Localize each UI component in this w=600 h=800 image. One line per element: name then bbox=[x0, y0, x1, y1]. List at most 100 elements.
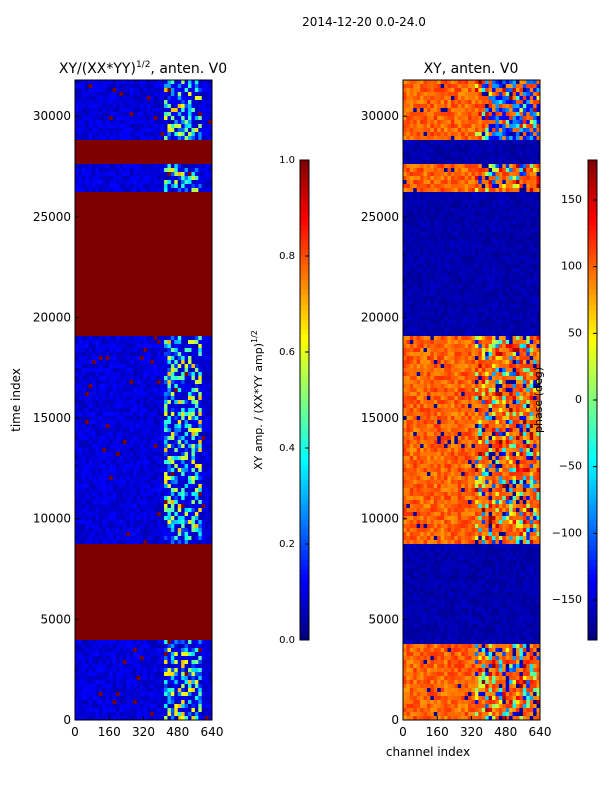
heatmap-cell bbox=[78, 468, 83, 473]
heatmap-cell bbox=[146, 424, 151, 429]
heatmap-cell bbox=[201, 188, 206, 193]
heatmap-cell bbox=[181, 172, 185, 177]
heatmap-cell bbox=[109, 92, 114, 97]
heatmap-cell bbox=[75, 484, 79, 489]
heatmap-cell bbox=[129, 464, 134, 469]
heatmap-cell bbox=[140, 468, 144, 473]
heatmap-cell bbox=[98, 188, 103, 193]
heatmap-cell bbox=[122, 448, 127, 453]
heatmap-cell bbox=[205, 240, 209, 245]
heatmap-cell bbox=[167, 468, 172, 473]
heatmap-cell bbox=[184, 192, 189, 197]
heatmap-cell bbox=[85, 568, 90, 573]
heatmap-cell bbox=[164, 284, 168, 289]
heatmap-cell bbox=[191, 264, 196, 269]
heatmap-cell bbox=[150, 476, 155, 481]
heatmap-cell bbox=[98, 152, 103, 157]
heatmap-cell bbox=[109, 284, 114, 289]
heatmap-cell bbox=[157, 268, 162, 273]
heatmap-cell bbox=[136, 572, 141, 577]
heatmap-cell bbox=[188, 196, 192, 201]
heatmap-cell bbox=[194, 552, 199, 557]
heatmap-cell bbox=[157, 536, 162, 541]
heatmap-cell bbox=[153, 504, 158, 509]
heatmap-cell bbox=[126, 472, 131, 477]
heatmap-cell bbox=[116, 128, 120, 133]
heatmap-cell bbox=[133, 316, 138, 321]
heatmap-cell bbox=[75, 440, 79, 445]
heatmap-cell bbox=[181, 488, 185, 493]
heatmap-cell bbox=[95, 428, 100, 433]
heatmap-cell bbox=[140, 380, 144, 385]
heatmap-cell bbox=[174, 232, 179, 237]
heatmap-cell bbox=[143, 476, 148, 481]
heatmap-cell bbox=[160, 544, 165, 549]
heatmap-cell bbox=[194, 256, 199, 261]
heatmap-cell bbox=[133, 408, 138, 413]
heatmap-cell bbox=[143, 568, 148, 573]
heatmap-cell bbox=[78, 400, 83, 405]
heatmap-cell bbox=[136, 348, 141, 353]
heatmap-cell bbox=[126, 532, 131, 537]
heatmap-cell bbox=[102, 356, 107, 361]
heatmap-cell bbox=[177, 240, 182, 245]
heatmap-cell bbox=[174, 116, 179, 121]
heatmap-cell bbox=[126, 356, 131, 361]
heatmap-cell bbox=[208, 384, 213, 389]
heatmap-cell bbox=[194, 472, 199, 477]
heatmap-cell bbox=[85, 228, 90, 233]
heatmap-cell bbox=[92, 92, 96, 97]
heatmap-cell bbox=[78, 168, 83, 173]
heatmap-cell bbox=[75, 144, 79, 149]
heatmap-cell bbox=[116, 264, 120, 269]
heatmap-cell bbox=[208, 516, 213, 521]
heatmap-cell bbox=[75, 412, 79, 417]
amplitude-panel: XY/(XX*YY)1/2, anten. V0 0 160 320 480 640 0… bbox=[9, 60, 227, 739]
heatmap-cell bbox=[105, 336, 110, 341]
heatmap-cell bbox=[98, 316, 103, 321]
heatmap-cell bbox=[136, 460, 141, 465]
heatmap-cell bbox=[112, 188, 117, 193]
heatmap-cell bbox=[95, 200, 100, 205]
heatmap-cell bbox=[88, 220, 93, 225]
heatmap-cell bbox=[194, 260, 199, 265]
heatmap-cell bbox=[205, 456, 209, 461]
heatmap-cell bbox=[146, 432, 151, 437]
heatmap-cell bbox=[102, 92, 107, 97]
heatmap-cell bbox=[129, 236, 134, 241]
heatmap-cell bbox=[188, 376, 192, 381]
heatmap-cell bbox=[188, 148, 192, 153]
heatmap-cell bbox=[194, 448, 199, 453]
heatmap-cell bbox=[205, 504, 209, 509]
heatmap-cell bbox=[167, 500, 172, 505]
heatmap-cell bbox=[126, 300, 131, 305]
heatmap-cell bbox=[201, 548, 206, 553]
heatmap-cell bbox=[133, 372, 138, 377]
heatmap-cell bbox=[181, 368, 185, 373]
heatmap-cell bbox=[208, 148, 213, 153]
heatmap-cell bbox=[136, 236, 141, 241]
heatmap-cell bbox=[81, 552, 86, 557]
heatmap-cell bbox=[126, 156, 131, 161]
heatmap-cell bbox=[129, 472, 134, 477]
heatmap-cell bbox=[198, 388, 203, 393]
heatmap-cell bbox=[129, 424, 134, 429]
heatmap-cell bbox=[119, 428, 124, 433]
heatmap-cell bbox=[133, 256, 138, 261]
heatmap-cell bbox=[136, 80, 141, 85]
heatmap-cell bbox=[105, 144, 110, 149]
heatmap-cell bbox=[102, 484, 107, 489]
heatmap-cell bbox=[188, 360, 192, 365]
heatmap-cell bbox=[181, 404, 185, 409]
heatmap-cell bbox=[95, 232, 100, 237]
heatmap-cell bbox=[95, 572, 100, 577]
heatmap-cell bbox=[201, 360, 206, 365]
heatmap-cell bbox=[129, 480, 134, 485]
heatmap-cell bbox=[81, 316, 86, 321]
heatmap-cell bbox=[129, 476, 134, 481]
heatmap-cell bbox=[160, 424, 165, 429]
heatmap-cell bbox=[112, 348, 117, 353]
heatmap-cell bbox=[177, 280, 182, 285]
heatmap-cell bbox=[88, 420, 93, 425]
heatmap-cell bbox=[140, 524, 144, 529]
